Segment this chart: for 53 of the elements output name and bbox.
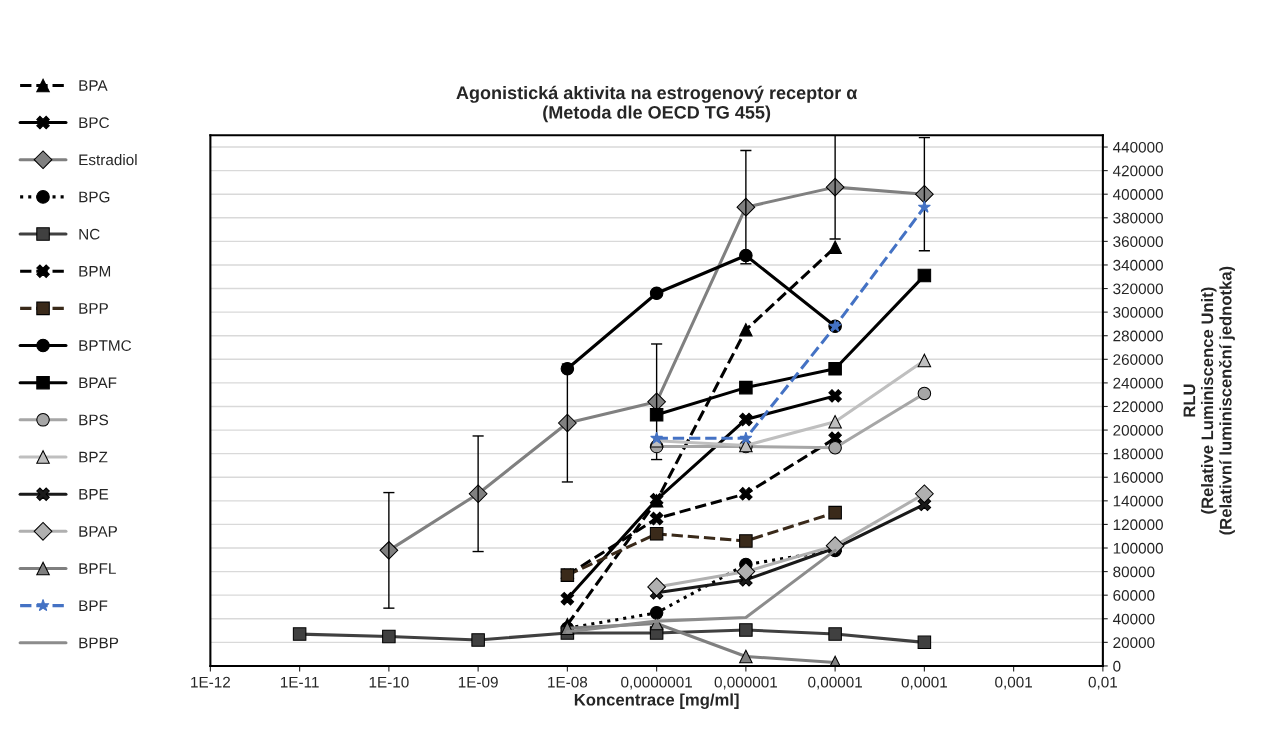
legend-label: BPG (79, 191, 110, 203)
y-tick-label: 80000 (1113, 566, 1155, 578)
y-tick-label: 200000 (1113, 424, 1163, 436)
legend-label: BPBP (79, 637, 119, 649)
y-tick-label: 420000 (1112, 165, 1163, 177)
x-tick-label: 1E-10 (369, 676, 409, 688)
x-tick-label: 0,001 (995, 676, 1032, 690)
x-tick-label: 0,00001 (808, 676, 862, 690)
legend-label: BPF (79, 600, 108, 611)
x-tick-label: 1E-11 (280, 676, 319, 688)
y-tick-label: 240000 (1113, 377, 1163, 389)
legend-label: BPAF (79, 377, 117, 389)
y-tick-label: 280000 (1113, 330, 1163, 342)
y-tick-label: 320000 (1113, 283, 1163, 295)
x-tick-label: 0,0001 (901, 676, 947, 690)
x-tick-label: 0,0000001 (621, 676, 692, 690)
x-axis-title: Koncentrace [mg/ml] (574, 693, 739, 709)
legend-label: NC (79, 228, 100, 240)
y-tick-label: 100000 (1113, 542, 1163, 554)
x-tick-label: 1E-08 (548, 676, 588, 688)
legend-label: BPS (79, 414, 109, 426)
x-tick-label: 0,000001 (714, 676, 777, 690)
y-tick-label: 60000 (1113, 590, 1155, 601)
legend-label: BPA (79, 80, 108, 91)
legend-label: BPC (79, 117, 110, 129)
x-tick-label: 1E-09 (458, 676, 498, 688)
y-tick-label: 380000 (1113, 212, 1163, 224)
y-tick-label: 440000 (1112, 141, 1163, 153)
y-tick-label: 360000 (1113, 236, 1163, 248)
legend-label: BPFL (79, 563, 116, 574)
y-tick-label: 0 (1113, 660, 1121, 672)
legend-label: BPAP (79, 526, 118, 537)
legend-label: BPE (79, 488, 109, 500)
y-tick-label: 260000 (1113, 354, 1163, 365)
y-tick-label: 40000 (1112, 613, 1155, 625)
chart-title: Agonistická aktivita na estrogenový receptor α (Metoda dle OECD TG 455) (456, 85, 858, 123)
legend-label: BPP (79, 303, 108, 314)
legend-label: BPZ (79, 451, 108, 463)
legend-label: BPTMC (79, 340, 132, 352)
legend-label: Estradiol (79, 154, 137, 166)
y-tick-label: 20000 (1113, 637, 1155, 649)
y-tick-label: 140000 (1113, 495, 1163, 507)
y-tick-label: 160000 (1113, 472, 1163, 483)
x-tick-label: 1E-12 (191, 676, 230, 688)
y-tick-label: 400000 (1112, 189, 1163, 200)
y-tick-label: 300000 (1113, 307, 1163, 318)
x-tick-label: 0,01 (1088, 676, 1117, 690)
y-tick-label: 180000 (1113, 448, 1163, 460)
y-axis-title: RLU (Relative Luminiscence Unit) (Relativní luminiscenční jednotka) (1183, 266, 1235, 535)
y-tick-label: 220000 (1113, 401, 1163, 413)
y-tick-label: 120000 (1113, 519, 1163, 531)
y-tick-label: 340000 (1113, 259, 1163, 271)
legend-label: BPM (79, 266, 111, 277)
